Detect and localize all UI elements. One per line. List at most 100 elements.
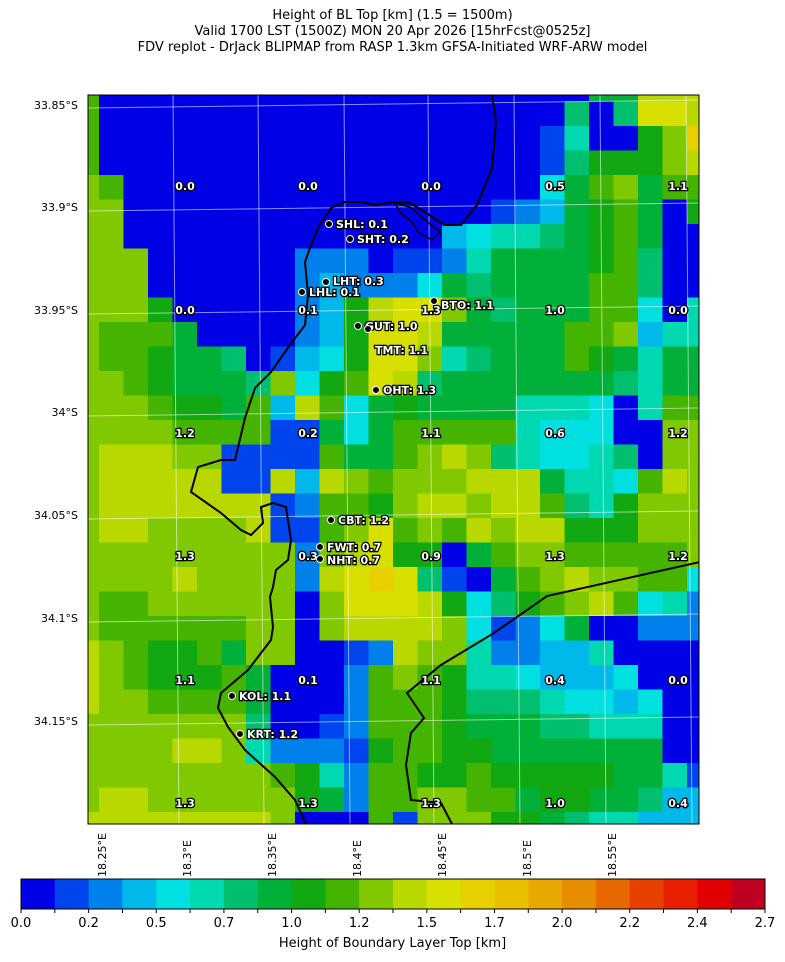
grid-cell <box>368 150 394 176</box>
parallel-line <box>88 202 699 212</box>
grid-cell <box>491 714 517 740</box>
grid-cell <box>99 248 125 274</box>
grid-cell <box>540 518 566 544</box>
station-marker[interactable] <box>322 278 330 286</box>
grid-cell <box>466 371 492 397</box>
grid-cell <box>148 738 174 764</box>
grid-cell <box>319 738 345 764</box>
latitude-label: 33.9°S <box>41 201 78 214</box>
sample-value-label: 1.1 <box>421 427 441 440</box>
grid-cell <box>368 322 394 348</box>
grid-cell <box>466 591 492 617</box>
grid-cell <box>295 199 321 225</box>
station-marker[interactable] <box>364 325 372 333</box>
colorbar-bin <box>426 879 462 909</box>
grid-cell <box>613 371 639 397</box>
grid-cell <box>466 640 492 666</box>
station-marker[interactable] <box>325 220 333 228</box>
grid-cell <box>442 297 468 323</box>
grid-cell <box>417 665 443 691</box>
grid-cell <box>442 469 468 495</box>
station-marker[interactable] <box>316 543 324 551</box>
station-marker[interactable] <box>346 235 354 243</box>
station-marker[interactable] <box>236 730 244 738</box>
colorbar-bin <box>21 879 56 909</box>
grid-cell <box>197 714 223 740</box>
grid-cell <box>515 346 541 372</box>
grid-cell <box>662 126 688 152</box>
colorbar-bin <box>528 879 563 909</box>
station-marker[interactable] <box>430 297 438 305</box>
grid-cell <box>246 787 272 813</box>
grid-cell <box>417 224 443 250</box>
grid-cell <box>172 199 198 225</box>
grid-cell <box>393 224 419 250</box>
grid-cell <box>613 763 639 789</box>
grid-cell <box>368 175 394 201</box>
grid-cell <box>344 248 370 274</box>
grid-cell <box>515 175 541 201</box>
grid-cell <box>417 542 443 568</box>
grid-cell <box>123 567 149 593</box>
grid-cell <box>540 371 566 397</box>
grid-cell <box>491 493 517 519</box>
grid-cell <box>393 101 419 127</box>
grid-cell <box>491 150 517 176</box>
grid-cell <box>99 101 125 127</box>
grid-cell <box>295 444 321 470</box>
grid-cell <box>344 493 370 519</box>
grid-cell <box>564 493 590 519</box>
grid-cell <box>589 812 615 824</box>
grid-cell <box>417 175 443 201</box>
grid-cell <box>123 248 149 274</box>
grid-cell <box>246 763 272 789</box>
grid-cell <box>515 420 541 446</box>
colorbar-bin <box>697 879 732 909</box>
colorbar-tick-label: 0.0 <box>10 916 32 931</box>
grid-cell <box>368 224 394 250</box>
grid-cell <box>687 591 699 617</box>
grid-cell <box>564 591 590 617</box>
grid-cell <box>540 126 566 152</box>
grid-cell <box>123 812 149 824</box>
grid-cell <box>638 297 664 323</box>
station-marker[interactable] <box>228 692 236 700</box>
grid-cell <box>88 812 100 824</box>
grid-cell <box>687 812 699 824</box>
station-marker[interactable] <box>298 288 306 296</box>
grid-cell <box>368 518 394 544</box>
meridian-line <box>257 95 265 824</box>
grid-cell <box>417 640 443 666</box>
station-marker[interactable] <box>354 322 362 330</box>
grid-cell <box>172 763 198 789</box>
grid-cell <box>613 273 639 299</box>
station-marker[interactable] <box>327 516 335 524</box>
grid-cell <box>221 199 247 225</box>
grid-cell <box>662 273 688 299</box>
grid-cell <box>270 175 296 201</box>
grid-cell <box>123 346 149 372</box>
grid-cell <box>123 273 149 299</box>
colorbar-bin <box>223 879 259 909</box>
grid-cell <box>540 738 566 764</box>
grid-cell <box>99 518 125 544</box>
station-marker[interactable] <box>372 386 380 394</box>
grid-cell <box>638 175 664 201</box>
grid-cell <box>197 371 223 397</box>
grid-cell <box>319 101 345 127</box>
grid-cell <box>368 542 394 568</box>
station-marker[interactable] <box>316 555 324 563</box>
longitude-label: 18.4°E <box>351 840 364 877</box>
grid-cell <box>99 126 125 152</box>
grid-cell <box>99 542 125 568</box>
colorbar-tick-label: 2.2 <box>619 916 641 931</box>
grid-cell <box>687 199 699 225</box>
grid-cell <box>564 224 590 250</box>
grid-cell <box>197 322 223 348</box>
grid-cell <box>319 126 345 152</box>
grid-cell <box>687 101 699 127</box>
meridian-line <box>343 95 351 824</box>
grid-cell <box>270 224 296 250</box>
grid-cell <box>687 469 699 495</box>
chart-valid-time: Valid 1700 LST (1500Z) MON 20 Apr 2026 [… <box>194 24 591 39</box>
